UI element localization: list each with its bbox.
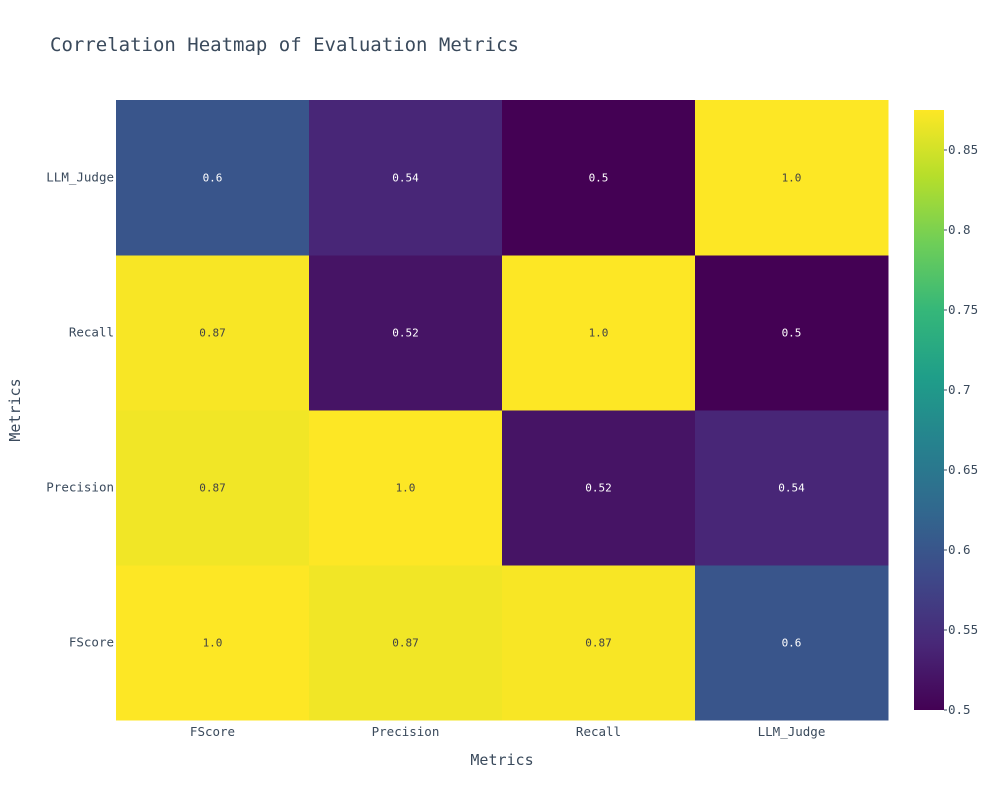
heatmap-cell[interactable] — [309, 410, 503, 566]
y-tick-label: Recall — [69, 325, 114, 340]
heatmap-cell[interactable] — [309, 255, 503, 411]
cell-value-label: 0.5 — [782, 327, 802, 340]
heatmap-cell[interactable] — [116, 255, 310, 411]
cell-value-label: 1.0 — [782, 172, 802, 185]
heatmap-cells — [116, 100, 889, 721]
cell-value-label: 1.0 — [203, 637, 223, 650]
cell-value-label: 0.87 — [585, 637, 612, 650]
heatmap-cell[interactable] — [695, 410, 889, 566]
y-tick-label: Precision — [46, 480, 114, 495]
cell-value-label: 0.87 — [199, 327, 226, 340]
heatmap-cell-labels: 1.0 0.87 0.87 0.6 0.87 1.0 0.52 0.54 0.87 0.52 1.0… — [199, 172, 805, 650]
heatmap-cell[interactable] — [502, 255, 696, 411]
heatmap-cell[interactable] — [116, 410, 310, 566]
heatmap-cell[interactable] — [695, 565, 889, 721]
cell-value-label: 0.87 — [199, 482, 226, 495]
heatmap-cell[interactable] — [502, 565, 696, 721]
cell-value-label: 0.6 — [782, 637, 802, 650]
cell-value-label: 0.6 — [203, 172, 223, 185]
x-tick-label: LLM_Judge — [758, 724, 826, 739]
heatmap-cell[interactable] — [695, 100, 889, 256]
y-axis-ticks: FScore Precision Recall LLM_Judge — [46, 170, 114, 650]
cell-value-label: 0.5 — [589, 172, 609, 185]
cell-value-label: 0.52 — [585, 482, 612, 495]
y-axis-title: Metrics — [6, 378, 24, 441]
heatmap-cell[interactable] — [502, 410, 696, 566]
heatmap-cell[interactable] — [502, 100, 696, 256]
x-axis-ticks: FScore Precision Recall LLM_Judge — [190, 724, 825, 739]
colorbar-tick-label: 0.55 — [948, 622, 978, 637]
chart-title: Correlation Heatmap of Evaluation Metric… — [50, 34, 519, 56]
heatmap-cell[interactable] — [309, 565, 503, 721]
colorbar-ticks: 0.5 0.55 0.6 0.65 0.7 0.75 0.8 0.85 — [944, 142, 978, 717]
x-tick-label: Recall — [576, 724, 621, 739]
cell-value-label: 0.54 — [778, 482, 805, 495]
colorbar-tick-label: 0.65 — [948, 462, 978, 477]
y-tick-label: FScore — [69, 635, 114, 650]
colorbar-tick-label: 0.6 — [948, 542, 971, 557]
heatmap-cell[interactable] — [695, 255, 889, 411]
colorbar-tick-label: 0.8 — [948, 222, 971, 237]
colorbar-tick-label: 0.85 — [948, 142, 978, 157]
colorbar — [914, 110, 944, 710]
cell-value-label: 1.0 — [396, 482, 416, 495]
cell-value-label: 1.0 — [589, 327, 609, 340]
heatmap-cell[interactable] — [309, 100, 503, 256]
x-tick-label: Precision — [372, 724, 440, 739]
colorbar-tick-label: 0.5 — [948, 702, 971, 717]
cell-value-label: 0.52 — [392, 327, 419, 340]
x-tick-label: FScore — [190, 724, 235, 739]
cell-value-label: 0.87 — [392, 637, 419, 650]
heatmap-cell[interactable] — [116, 100, 310, 256]
colorbar-tick-label: 0.7 — [948, 382, 971, 397]
cell-value-label: 0.54 — [392, 172, 419, 185]
y-tick-label: LLM_Judge — [46, 170, 114, 185]
heatmap-cell[interactable] — [116, 565, 310, 721]
colorbar-tick-label: 0.75 — [948, 302, 978, 317]
x-axis-title: Metrics — [470, 751, 533, 769]
